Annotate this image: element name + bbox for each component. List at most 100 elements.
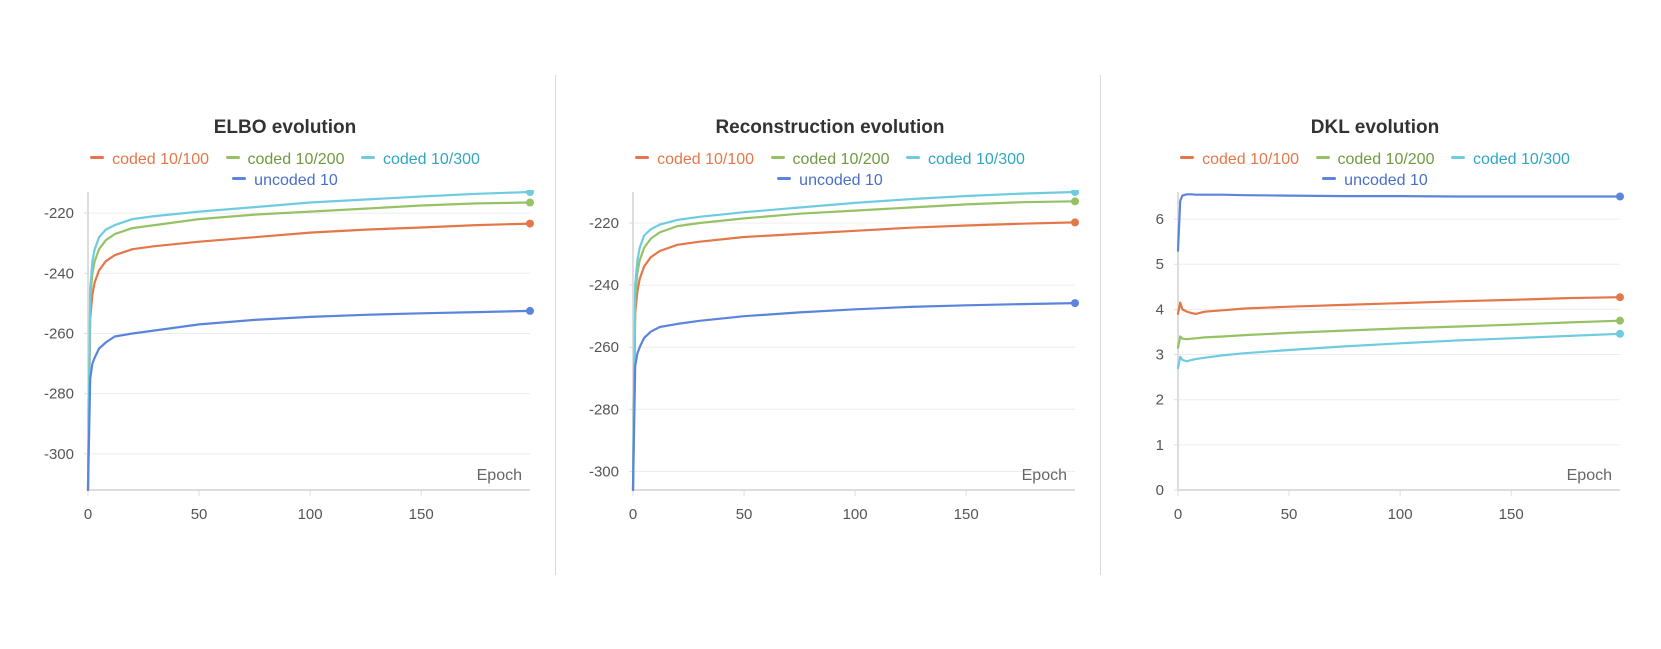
series-line [631, 200, 1077, 492]
x-axis-title: Epoch [1567, 467, 1612, 484]
legend-item-coded-10-300[interactable]: coded 10/300 [1450, 149, 1570, 170]
x-tick-label: 50 [191, 506, 208, 523]
series-end-marker [1616, 329, 1624, 338]
chart-title: ELBO evolution [213, 117, 357, 138]
series-end-marker [1071, 299, 1079, 308]
chart-legend: coded 10/100 coded 10/200 coded 10/300 u… [1110, 149, 1640, 191]
legend-item-coded-10-300[interactable]: coded 10/300 [905, 149, 1025, 170]
x-axis-title: Epoch [1022, 467, 1067, 484]
legend-label: coded 10/200 [247, 151, 345, 168]
series-end-marker [1071, 197, 1079, 206]
series-line [631, 301, 1077, 492]
legend-label: coded 10/100 [112, 151, 210, 168]
x-tick-label: 0 [629, 506, 637, 523]
series-line [86, 309, 532, 492]
series-end-marker [526, 219, 534, 228]
legend-label: coded 10/300 [927, 151, 1025, 168]
legend-label: coded 10/300 [1472, 151, 1570, 168]
y-tick-label: -300 [589, 463, 619, 480]
legend-swatch [635, 156, 650, 160]
y-tick-label: 3 [1156, 347, 1164, 364]
series-line [86, 190, 532, 492]
chart-plot-area: 0 1 2 3 4 5 6 0 50 100 150 Epoch [1156, 192, 1624, 523]
legend-item-coded-10-200[interactable]: coded 10/200 [1315, 149, 1435, 170]
series-line [631, 190, 1077, 492]
x-tick-label: 50 [1281, 506, 1298, 523]
x-tick-label: 0 [1174, 506, 1182, 523]
series-end-marker [1071, 190, 1079, 196]
legend-item-coded-10-100[interactable]: coded 10/100 [635, 149, 754, 170]
series-end-marker [1616, 316, 1624, 325]
series-end-marker [1616, 293, 1624, 302]
series-end-marker [1616, 192, 1624, 201]
panel-divider [555, 75, 556, 575]
legend-item-coded-10-100[interactable]: coded 10/100 [90, 149, 209, 170]
chart-legend: coded 10/100 coded 10/200 coded 10/300 u… [20, 149, 550, 191]
legend-swatch [1315, 156, 1330, 160]
series-end-marker [526, 198, 534, 207]
legend-swatch [905, 156, 920, 160]
legend-item-coded-10-200[interactable]: coded 10/200 [770, 149, 890, 170]
y-tick-label: -240 [589, 277, 619, 294]
legend-swatch [777, 177, 792, 181]
chart-plot-area: -220 -240 -260 -280 -300 0 50 100 150 Epoch [589, 190, 1079, 523]
chart-panel-dkl: DKL evolution coded 10/100 coded 10/200 … [1110, 0, 1640, 649]
chart-title: Reconstruction evolution [715, 117, 945, 138]
legend-label: coded 10/300 [382, 151, 480, 168]
legend-swatch [770, 156, 785, 160]
chart-plot-area: -220 -240 -260 -280 -300 0 50 100 150 Epoch [44, 190, 534, 523]
legend-swatch [1322, 177, 1337, 181]
x-tick-label: 50 [736, 506, 753, 523]
y-tick-label: 1 [1156, 437, 1164, 454]
legend-label: coded 10/200 [1337, 151, 1435, 168]
series-line [1176, 193, 1622, 252]
y-tick-label: 0 [1156, 482, 1164, 499]
legend-swatch [232, 177, 247, 181]
series-line [86, 201, 532, 492]
x-tick-label: 100 [1388, 506, 1413, 523]
x-tick-label: 0 [84, 506, 92, 523]
legend-swatch [225, 156, 240, 160]
series-line [1176, 319, 1622, 349]
legend-item-uncoded-10[interactable]: uncoded 10 [232, 170, 338, 191]
legend-label: uncoded 10 [254, 172, 338, 189]
y-tick-label: -260 [44, 325, 74, 342]
x-tick-label: 100 [298, 506, 323, 523]
chart-legend: coded 10/100 coded 10/200 coded 10/300 u… [565, 149, 1095, 191]
series-line [1176, 332, 1622, 370]
legend-item-uncoded-10[interactable]: uncoded 10 [777, 170, 883, 191]
y-tick-label: 6 [1156, 211, 1164, 228]
x-tick-label: 150 [409, 506, 434, 523]
legend-label: coded 10/100 [1202, 151, 1300, 168]
y-tick-label: -280 [589, 401, 619, 418]
legend-label: uncoded 10 [799, 172, 883, 189]
chart-panel-reconstruction: Reconstruction evolution coded 10/100 co… [565, 0, 1095, 649]
x-tick-label: 150 [1499, 506, 1524, 523]
series-line [1176, 296, 1622, 316]
legend-item-coded-10-100[interactable]: coded 10/100 [1180, 149, 1299, 170]
chart-title: DKL evolution [1310, 117, 1440, 138]
legend-label: coded 10/200 [792, 151, 890, 168]
legend-label: uncoded 10 [1344, 172, 1428, 189]
y-tick-label: 4 [1156, 301, 1164, 318]
x-tick-label: 150 [954, 506, 979, 523]
chart-panel-elbo: ELBO evolution coded 10/100 coded 10/200… [20, 0, 550, 649]
y-tick-label: -280 [44, 386, 74, 403]
legend-item-coded-10-200[interactable]: coded 10/200 [225, 149, 345, 170]
y-tick-label: -240 [44, 265, 74, 282]
y-tick-label: -220 [44, 205, 74, 222]
legend-swatch [1450, 156, 1465, 160]
panel-divider [1100, 75, 1101, 575]
legend-swatch [1180, 156, 1195, 160]
y-tick-label: -220 [589, 215, 619, 232]
legend-swatch [360, 156, 375, 160]
x-tick-label: 100 [843, 506, 868, 523]
y-tick-label: 5 [1156, 256, 1164, 273]
series-line [631, 221, 1077, 492]
legend-label: coded 10/100 [657, 151, 755, 168]
y-tick-label: 2 [1156, 392, 1164, 409]
x-axis-title: Epoch [477, 467, 522, 484]
legend-item-coded-10-300[interactable]: coded 10/300 [360, 149, 480, 170]
series-end-marker [1071, 218, 1079, 227]
legend-item-uncoded-10[interactable]: uncoded 10 [1322, 170, 1428, 191]
